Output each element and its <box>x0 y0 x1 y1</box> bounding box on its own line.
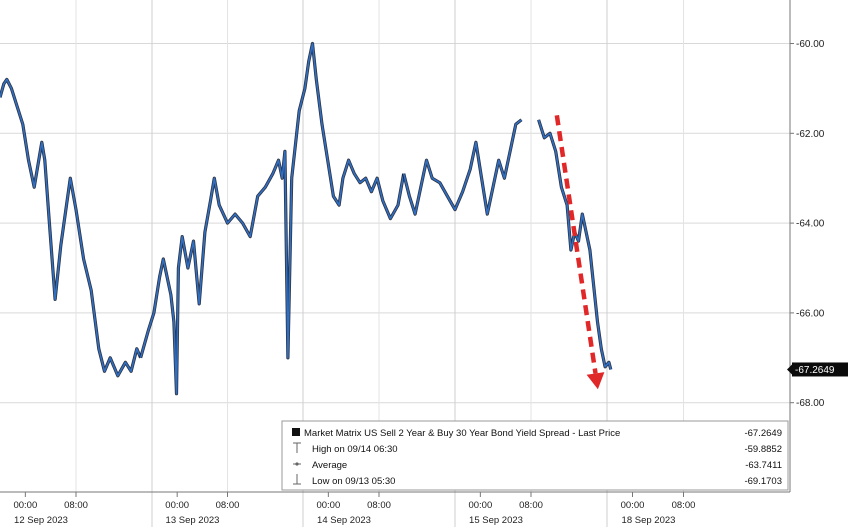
x-tick-label: 08:00 <box>672 500 696 511</box>
legend-label-last-price: Market Matrix US Sell 2 Year & Buy 30 Ye… <box>304 428 620 439</box>
last-value-tag: -67.2649 <box>787 362 848 377</box>
arrow-shaft <box>554 115 598 374</box>
legend: Market Matrix US Sell 2 Year & Buy 30 Ye… <box>281 420 789 491</box>
x-tick-label: 00:00 <box>316 500 340 511</box>
y-axis-ticks: -60.00 -62.00 -64.00 -66.00 -68.00 <box>790 39 825 409</box>
x-tick-label: 08:00 <box>367 500 391 511</box>
x-day-label: 14 Sep 2023 <box>317 515 371 526</box>
low-marker-icon <box>293 474 301 485</box>
legend-value-low: -69.1703 <box>744 476 782 487</box>
legend-label-average: Average <box>312 460 347 471</box>
plot-area <box>0 41 613 396</box>
series-line-segment <box>290 42 405 220</box>
high-marker-icon <box>293 442 301 453</box>
legend-value-last-price: -67.2649 <box>744 428 782 439</box>
series-line-segment <box>0 78 142 377</box>
series-line-segment <box>139 150 293 395</box>
x-tick-label: 08:00 <box>519 500 543 511</box>
y-tick-label: -60.00 <box>796 39 825 50</box>
y-tick-label: -64.00 <box>796 219 825 230</box>
last-value-label: -67.2649 <box>795 365 835 376</box>
last-value-tag-background <box>792 362 848 377</box>
legend-box <box>281 420 789 491</box>
legend-value-average: -63.7411 <box>745 460 782 471</box>
legend-series-swatch <box>292 428 300 436</box>
x-tick-label: 00:00 <box>13 500 37 511</box>
average-marker-icon <box>293 462 301 466</box>
x-day-label: 12 Sep 2023 <box>14 515 68 526</box>
y-tick-label: -62.00 <box>796 129 825 140</box>
x-day-label: 13 Sep 2023 <box>166 515 220 526</box>
x-axis-day-labels: 12 Sep 2023 13 Sep 2023 14 Sep 2023 15 Sep … <box>14 515 675 526</box>
x-tick-label: 08:00 <box>216 500 240 511</box>
x-tick-label: 00:00 <box>165 500 189 511</box>
x-tick-label: 00:00 <box>468 500 492 511</box>
legend-label-low: Low on 09/13 05:30 <box>312 476 395 487</box>
legend-label-high: High on 09/14 06:30 <box>312 444 398 455</box>
y-gridlines <box>0 43 790 404</box>
series-line-segment <box>537 119 612 370</box>
legend-value-high: -59.8852 <box>744 444 782 455</box>
y-tick-label: -66.00 <box>796 308 825 319</box>
annotation-arrow <box>554 115 605 390</box>
series-line-segment <box>402 119 522 215</box>
last-value-pointer <box>787 364 792 375</box>
x-day-label: 15 Sep 2023 <box>469 515 523 526</box>
y-tick-label: -68.00 <box>796 398 825 409</box>
x-tick-label: 08:00 <box>64 500 88 511</box>
x-axis-ticks: 00:00 08:00 00:00 08:00 00:00 08:00 00:00 08:00… <box>13 492 695 511</box>
arrow-head <box>586 372 605 390</box>
x-tick-label: 00:00 <box>621 500 645 511</box>
x-day-label: 18 Sep 2023 <box>622 515 676 526</box>
